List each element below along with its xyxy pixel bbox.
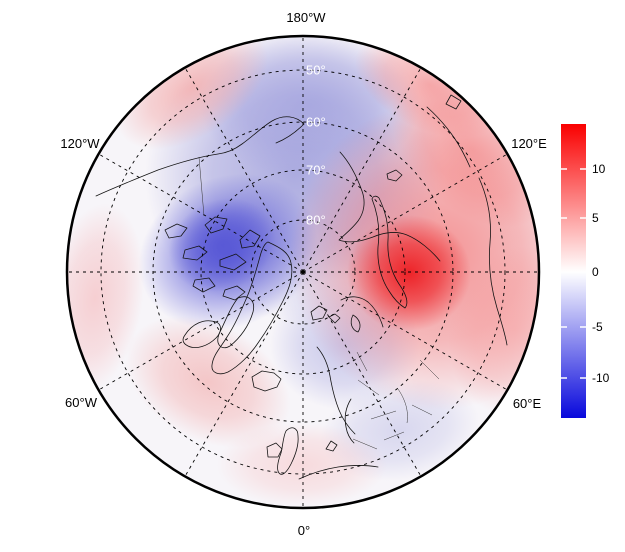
island-arch-6	[192, 277, 216, 293]
cb-label-0: 0	[592, 265, 599, 279]
ring-50	[100, 69, 506, 475]
island-severnaya-zemlya	[386, 169, 403, 182]
coast-greenland	[211, 241, 293, 375]
meridian-120e	[302, 153, 508, 273]
meridian-60e	[302, 271, 508, 391]
lat-label-70: 70°	[306, 163, 326, 178]
lon-label-120e: 120°E	[511, 136, 547, 151]
coast-norway	[316, 346, 356, 435]
meridian-150w2	[184, 67, 304, 273]
island-baffin	[217, 296, 255, 349]
island-iceland	[251, 370, 282, 392]
longitude-labels: 180°W 120°W 60°W 0° 60°E 120°E	[60, 10, 547, 538]
cb-label-10: 10	[592, 162, 606, 176]
lat-label-60: 60°	[306, 115, 326, 130]
island-arch-2	[182, 245, 208, 261]
coast-north-america	[95, 116, 305, 197]
blue-core-inner	[168, 198, 276, 292]
lon-label-180w: 180°W	[286, 10, 326, 25]
cb-label-5: 5	[592, 211, 599, 225]
pink-lobe-south-greenland	[125, 316, 291, 448]
latitude-ring-labels: 50° 60° 70° 80°	[306, 63, 326, 228]
colorbar-tick-labels: 10 5 0 -5 -10	[592, 162, 610, 385]
border-eur-1	[357, 379, 380, 396]
pink-rim-bottom	[217, 423, 387, 507]
coast-east-russia	[478, 177, 508, 346]
island-denmark	[325, 440, 338, 452]
border-eur-2	[370, 410, 397, 420]
border-eur-4	[397, 388, 408, 424]
island-novaya-zemlya	[371, 195, 408, 309]
cb-label-neg5: -5	[592, 320, 603, 334]
island-arch-7	[222, 285, 246, 301]
island-arch-4	[219, 253, 247, 271]
meridian-30w	[184, 271, 304, 477]
lon-label-0: 0°	[298, 523, 310, 538]
border-eur-8	[411, 404, 433, 416]
island-ireland	[266, 442, 283, 458]
meridian-150w	[302, 67, 422, 273]
border-eur-3	[352, 438, 378, 450]
coast-kola	[340, 296, 384, 328]
anomaly-field	[67, 36, 539, 508]
red-rim-lower-right	[448, 246, 539, 414]
lat-label-80: 80°	[306, 213, 326, 228]
colorbar-gradient	[561, 124, 586, 418]
lon-label-60w: 60°W	[65, 395, 98, 410]
coast-chukotka	[275, 123, 305, 144]
island-arch-3	[204, 216, 228, 234]
border-eur-5	[419, 359, 440, 380]
coast-white-sea	[350, 314, 361, 333]
ring-70	[200, 169, 406, 375]
border-eur-6	[356, 351, 368, 372]
map-outline	[65, 34, 541, 510]
lon-label-60e: 60°E	[513, 396, 542, 411]
lat-label-50: 50°	[306, 63, 326, 78]
island-arch-1	[164, 223, 188, 239]
border-eur-7	[383, 431, 405, 441]
graticule	[67, 36, 539, 508]
meridian-120w	[98, 153, 304, 273]
border-alaska	[198, 156, 205, 217]
island-far-east	[445, 94, 462, 110]
coast-hudson-bay	[182, 320, 221, 348]
island-svalbard-1	[310, 305, 328, 321]
coastlines	[95, 94, 508, 480]
coast-baltic	[344, 398, 355, 444]
meridian-30e	[302, 271, 422, 477]
meridian-60w	[98, 271, 304, 391]
colorbar: 10 5 0 -5 -10	[561, 124, 610, 418]
coast-far-east	[426, 106, 471, 168]
coast-taymyr-siberia	[338, 151, 441, 262]
lon-label-120w: 120°W	[60, 136, 100, 151]
colorbar-ticks	[561, 168, 586, 379]
island-arch-5	[239, 229, 261, 249]
cb-label-neg10: -10	[592, 371, 610, 385]
borders	[198, 156, 440, 450]
